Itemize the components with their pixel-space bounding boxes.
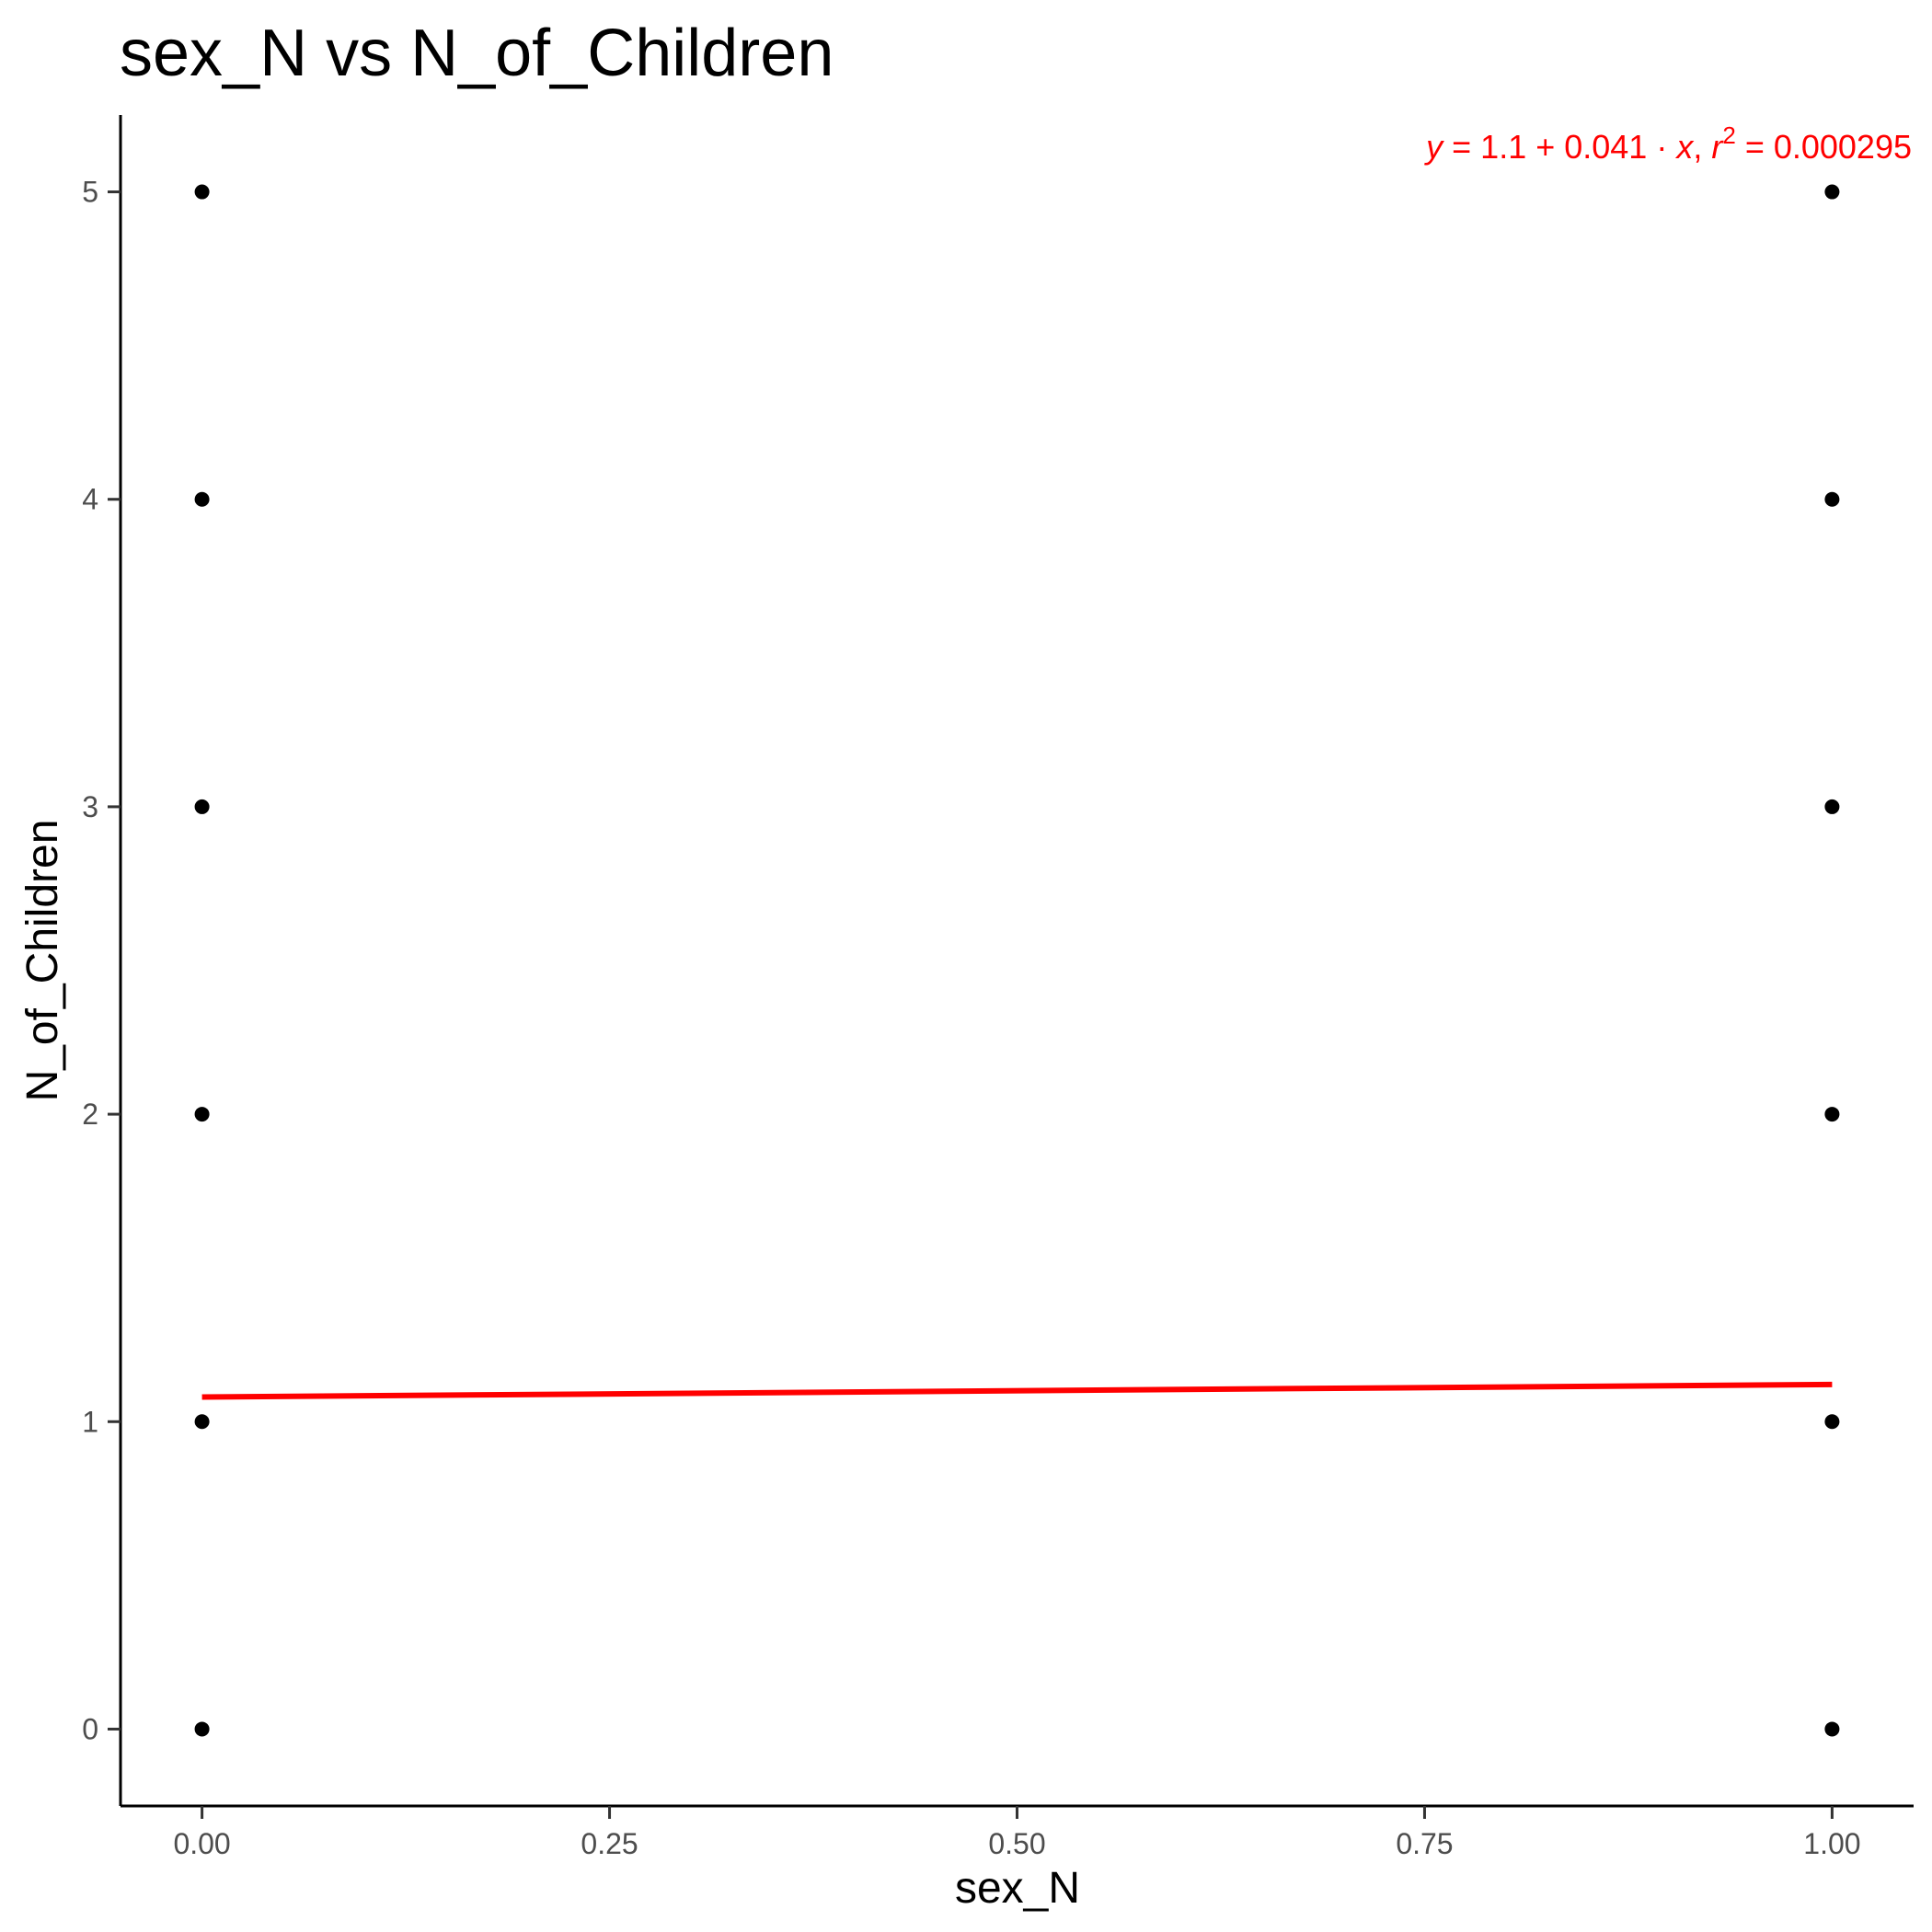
eq-body: = 1.1 + 0.041 ·	[1443, 128, 1676, 166]
y-tick-label: 3	[82, 790, 98, 823]
data-point	[1824, 1414, 1840, 1430]
eq-y-var: y	[1423, 128, 1444, 166]
y-tick-label: 5	[82, 176, 98, 209]
y-axis-title: N_of_Children	[18, 820, 67, 1102]
regression-equation: y = 1.1 + 0.041 · x, r2 = 0.000295	[1423, 121, 1912, 166]
y-tick-label: 0	[82, 1712, 98, 1745]
eq-x-var: x	[1674, 128, 1695, 166]
eq-r-var: r	[1711, 128, 1724, 166]
data-point	[1824, 491, 1840, 507]
x-tick-label: 0.25	[581, 1827, 638, 1860]
x-axis-title: sex_N	[955, 1864, 1080, 1913]
axis-ticks: 0.00 0.25 0.50 0.75 1.00 0 1 2 3 4 5	[82, 176, 1860, 1860]
data-point	[194, 1414, 210, 1430]
y-tick-label: 1	[82, 1405, 98, 1438]
eq-sep: ,	[1693, 128, 1711, 166]
data-point	[1824, 1107, 1840, 1122]
data-point	[194, 491, 210, 507]
data-point	[194, 1721, 210, 1737]
data-point	[1824, 1721, 1840, 1737]
x-tick-label: 0.00	[173, 1827, 230, 1860]
x-tick-label: 0.75	[1396, 1827, 1453, 1860]
x-tick-label: 0.50	[988, 1827, 1045, 1860]
plot-area: 0.00 0.25 0.50 0.75 1.00 0 1 2 3 4 5	[82, 115, 1914, 1860]
regression-line	[201, 1381, 1833, 1400]
data-point	[194, 184, 210, 200]
data-point	[1824, 184, 1840, 200]
y-tick-label: 2	[82, 1098, 98, 1131]
data-point	[1824, 799, 1840, 814]
chart-title: sex_N vs N_of_Children	[120, 17, 834, 90]
y-tick-label: 4	[82, 483, 98, 516]
data-point	[194, 799, 210, 814]
x-tick-label: 1.00	[1803, 1827, 1860, 1860]
eq-r-exp: 2	[1722, 121, 1735, 149]
data-point	[194, 1107, 210, 1122]
regression-layer	[201, 1381, 1833, 1400]
data-points	[194, 184, 1840, 1737]
eq-r-value: = 0.000295	[1736, 128, 1912, 166]
